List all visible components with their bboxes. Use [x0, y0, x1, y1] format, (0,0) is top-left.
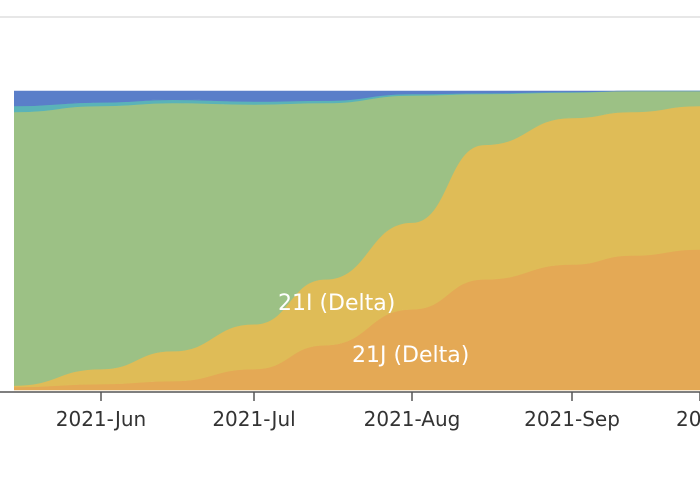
- x-tick-label: 2021-Jun: [56, 407, 146, 431]
- x-tick-label: 2021-Jul: [212, 407, 295, 431]
- x-tick-label: 20: [676, 407, 700, 431]
- series-area-4: [14, 90, 700, 107]
- x-tick-label: 2021-Aug: [364, 407, 461, 431]
- area-label-21i-delta: 21I (Delta): [278, 291, 395, 316]
- area-label-21j-delta: 21J (Delta): [352, 343, 469, 368]
- x-axis-ticks: 2021-Jun 2021-Jul 2021-Aug 2021-Sep 20: [56, 392, 700, 431]
- x-tick-label: 2021-Sep: [524, 407, 620, 431]
- area-labels: 21I (Delta) 21J (Delta): [278, 291, 469, 368]
- series-areas: [14, 90, 700, 391]
